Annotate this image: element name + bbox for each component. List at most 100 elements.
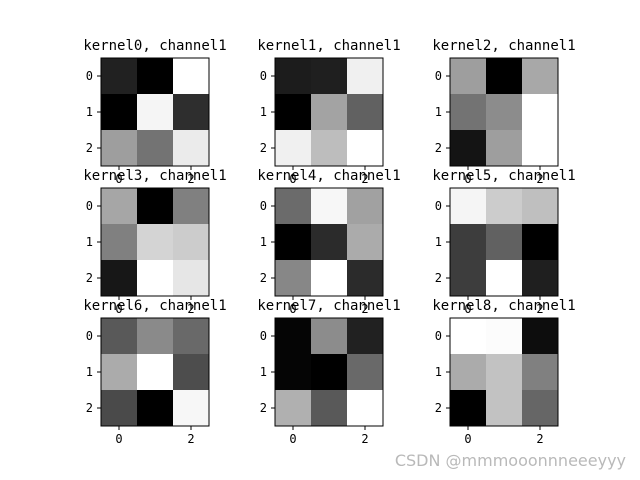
x-tick-label: 0 — [464, 172, 471, 186]
heatmap-cell — [137, 94, 174, 131]
heatmap-cell — [522, 354, 559, 391]
y-tick-label: 2 — [435, 401, 442, 415]
heatmap-cell — [311, 354, 348, 391]
heatmap-cell — [101, 58, 138, 95]
heatmap-cell — [173, 94, 210, 131]
heatmap-cell — [486, 188, 523, 225]
heatmap-cell — [522, 188, 559, 225]
panel-title: kernel3, channel1 — [83, 168, 226, 184]
x-tick-label: 2 — [536, 172, 543, 186]
x-tick-label: 2 — [187, 302, 194, 316]
x-tick-label: 0 — [289, 172, 296, 186]
heatmap-cell — [275, 390, 312, 427]
heatmap-cell — [522, 94, 559, 131]
heatmap-cell — [173, 354, 210, 391]
heatmap-cell — [173, 188, 210, 225]
heatmap-cell — [450, 58, 487, 95]
heatmap-cell — [450, 94, 487, 131]
y-tick-label: 0 — [435, 329, 442, 343]
heatmap-cell — [486, 224, 523, 261]
heatmap-cell — [275, 318, 312, 355]
heatmap-cell — [486, 354, 523, 391]
heatmap-cell — [311, 94, 348, 131]
heatmap-cell — [522, 390, 559, 427]
x-tick-label: 0 — [464, 302, 471, 316]
heatmap-cell — [137, 188, 174, 225]
heatmap-cell — [522, 130, 559, 167]
heatmap-cell — [450, 260, 487, 297]
heatmap-cell — [450, 390, 487, 427]
heatmap-cell — [101, 318, 138, 355]
y-tick-label: 0 — [435, 69, 442, 83]
heatmap-cell — [522, 224, 559, 261]
panel-title: kernel8, channel1 — [432, 298, 575, 314]
heatmap-cell — [275, 130, 312, 167]
heatmap-cell — [173, 130, 210, 167]
heatmap-cell — [450, 188, 487, 225]
heatmap-cell — [486, 94, 523, 131]
heatmap-cell — [101, 130, 138, 167]
heatmap-cell — [173, 390, 210, 427]
y-tick-label: 2 — [260, 401, 267, 415]
x-tick-label: 0 — [289, 302, 296, 316]
y-tick-label: 0 — [86, 199, 93, 213]
heatmap-cell — [347, 58, 384, 95]
heatmap-cell — [275, 58, 312, 95]
y-tick-label: 2 — [260, 271, 267, 285]
heatmap-cell — [522, 318, 559, 355]
panel-title: kernel1, channel1 — [257, 38, 400, 54]
heatmap-cell — [311, 260, 348, 297]
y-tick-label: 2 — [435, 141, 442, 155]
heatmap-cell — [137, 260, 174, 297]
heatmap-cell — [275, 354, 312, 391]
x-tick-label: 2 — [361, 172, 368, 186]
heatmap-cell — [347, 318, 384, 355]
heatmap-cell — [486, 390, 523, 427]
heatmap-cell — [101, 94, 138, 131]
y-tick-label: 1 — [260, 235, 267, 249]
panel-title: kernel7, channel1 — [257, 298, 400, 314]
y-tick-label: 2 — [260, 141, 267, 155]
heatmap-cell — [275, 94, 312, 131]
heatmap-cell — [101, 354, 138, 391]
heatmap-cell — [101, 390, 138, 427]
heatmap-cell — [173, 224, 210, 261]
heatmap-cell — [522, 260, 559, 297]
x-tick-label: 0 — [289, 432, 296, 446]
heatmap-cell — [137, 318, 174, 355]
y-tick-label: 1 — [435, 105, 442, 119]
x-tick-label: 2 — [187, 172, 194, 186]
heatmap-cell — [275, 224, 312, 261]
y-tick-label: 2 — [86, 141, 93, 155]
x-tick-label: 2 — [536, 302, 543, 316]
panel-title: kernel0, channel1 — [83, 38, 226, 54]
heatmap-cell — [101, 224, 138, 261]
heatmap-cell — [311, 318, 348, 355]
y-tick-label: 0 — [86, 329, 93, 343]
heatmap-panel: kernel0, channel1 0 2 0 1 2 — [83, 38, 226, 186]
y-tick-label: 0 — [260, 329, 267, 343]
heatmap-cell — [311, 58, 348, 95]
heatmap-cell — [486, 130, 523, 167]
y-tick-label: 1 — [86, 235, 93, 249]
heatmap-panel: kernel2, channel1 0 2 0 1 2 — [432, 38, 575, 186]
heatmap-cell — [311, 188, 348, 225]
y-tick-label: 1 — [260, 365, 267, 379]
y-tick-label: 2 — [435, 271, 442, 285]
y-tick-label: 0 — [435, 199, 442, 213]
heatmap-cell — [347, 130, 384, 167]
panel-title: kernel5, channel1 — [432, 168, 575, 184]
heatmap-cell — [137, 354, 174, 391]
heatmap-cell — [137, 130, 174, 167]
x-tick-label: 2 — [361, 432, 368, 446]
y-tick-label: 1 — [435, 235, 442, 249]
heatmap-cell — [450, 318, 487, 355]
panel-title: kernel4, channel1 — [257, 168, 400, 184]
heatmap-cell — [275, 260, 312, 297]
heatmap-cell — [275, 188, 312, 225]
y-tick-label: 2 — [86, 401, 93, 415]
